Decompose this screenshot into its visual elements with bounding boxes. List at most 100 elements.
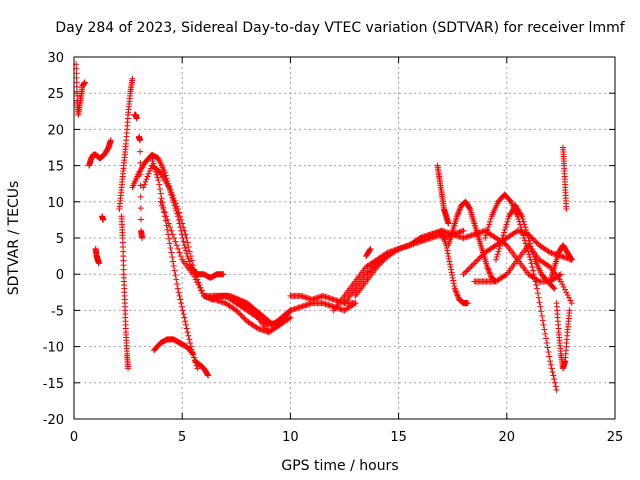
data-point: [540, 321, 547, 328]
data-point: [455, 209, 462, 216]
data-point: [485, 224, 492, 231]
data-point: [186, 336, 193, 343]
data-point: [168, 249, 175, 256]
data-point: [194, 365, 201, 372]
data-point: [485, 266, 492, 273]
series-trace-p: [211, 296, 294, 336]
data-point: [246, 306, 253, 313]
data-point: [153, 171, 160, 178]
y-tick-label: -20: [43, 413, 64, 428]
data-point: [474, 257, 481, 264]
series-trace-a: [73, 61, 88, 118]
data-point: [160, 206, 167, 213]
data-point: [179, 220, 186, 227]
data-point: [523, 226, 530, 233]
data-point: [518, 211, 525, 218]
data-point: [150, 160, 157, 167]
data-point: [137, 148, 144, 155]
data-point: [564, 292, 571, 299]
data-point: [177, 253, 184, 260]
data-point: [137, 216, 144, 223]
series-trace-w: [438, 227, 471, 307]
data-point: [533, 239, 540, 246]
data-point: [568, 300, 575, 307]
data-point: [523, 229, 530, 236]
data-point: [165, 220, 172, 227]
data-point: [531, 254, 538, 261]
x-tick-label: 25: [607, 430, 624, 445]
data-point: [505, 215, 512, 222]
data-point: [248, 307, 255, 314]
data-point: [175, 209, 182, 216]
data-point: [451, 282, 458, 289]
data-point: [190, 262, 197, 269]
data-point: [445, 255, 452, 262]
y-tick-label: 0: [56, 268, 64, 283]
data-point: [286, 315, 293, 322]
y-tick-label: 25: [47, 87, 64, 102]
data-point: [444, 247, 451, 254]
data-point: [566, 294, 573, 301]
data-point: [545, 263, 552, 270]
data-point: [487, 218, 494, 225]
data-point: [178, 303, 185, 310]
data-point: [181, 314, 188, 321]
data-point: [183, 235, 190, 241]
data-point: [204, 371, 211, 378]
data-point: [151, 163, 158, 170]
data-point: [454, 211, 461, 218]
data-point: [146, 168, 153, 175]
data-point: [166, 240, 173, 247]
axis-ticks: 0 5 10 15 20 25 -20 -15 -10 -5 0 5 10 15 20 25 30: [43, 51, 624, 445]
series-trace-b: [86, 137, 114, 169]
data-point: [174, 281, 181, 288]
series-trace-c: [92, 245, 102, 267]
x-tick-label: 15: [390, 430, 407, 445]
data-point: [167, 244, 174, 251]
data-point: [460, 271, 467, 278]
data-point: [465, 265, 472, 272]
data-point: [161, 209, 168, 216]
data-point: [535, 294, 542, 301]
data-point: [486, 221, 493, 228]
data-point: [546, 353, 553, 360]
data-point: [171, 235, 178, 241]
data-point: [158, 195, 165, 202]
y-axis-label: SDTVAR / TECUs: [6, 181, 22, 296]
data-point: [468, 263, 475, 270]
data-point: [550, 372, 557, 379]
data-point: [452, 287, 459, 294]
data-point: [446, 258, 453, 265]
data-point: [148, 155, 155, 162]
data-point: [180, 311, 187, 318]
data-point: [531, 274, 538, 281]
data-point: [484, 263, 491, 270]
data-point: [504, 218, 511, 225]
data-point: [545, 349, 552, 356]
data-point: [220, 271, 227, 278]
data-point: [172, 200, 179, 207]
data-point: [568, 255, 575, 262]
data-point: [534, 285, 541, 292]
plot-frame: [73, 56, 616, 420]
data-point: [382, 255, 389, 262]
data-point: [182, 318, 189, 325]
data-point: [155, 177, 162, 184]
data-point: [176, 292, 183, 299]
data-point: [168, 227, 175, 234]
data-point: [154, 174, 161, 181]
data-point: [394, 246, 401, 253]
data-point: [544, 344, 551, 351]
data-point: [179, 307, 186, 314]
series-trace-g: [131, 111, 140, 122]
data-point: [164, 216, 171, 223]
data-point: [186, 248, 193, 255]
data-point: [561, 286, 568, 293]
series-trace-aa: [471, 242, 575, 307]
data-point: [450, 277, 457, 284]
data-point: [563, 206, 570, 213]
y-tick-label: 30: [47, 51, 64, 66]
data-point: [182, 321, 189, 328]
data-point: [171, 197, 178, 204]
data-point: [129, 75, 136, 82]
